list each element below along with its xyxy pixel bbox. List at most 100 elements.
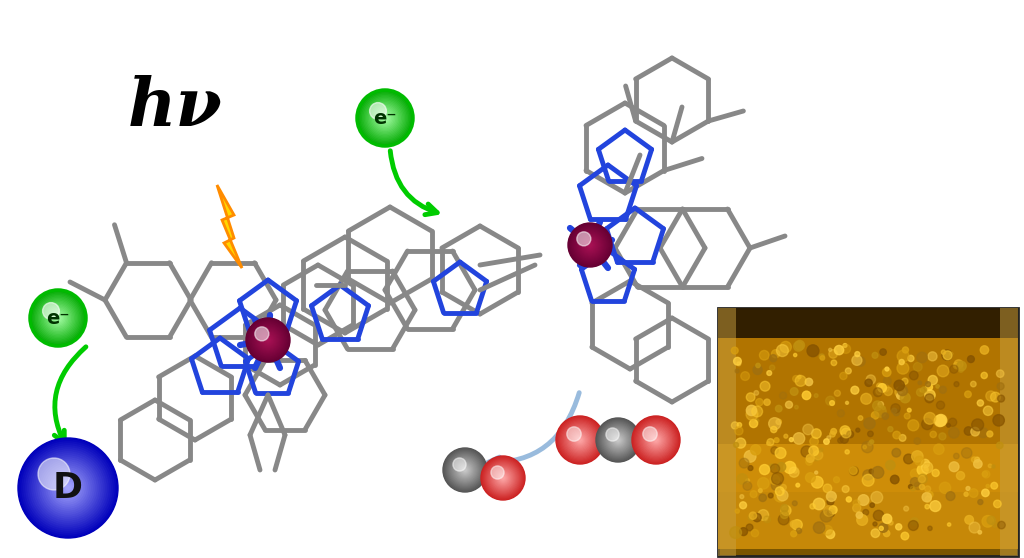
- Circle shape: [863, 445, 866, 449]
- Circle shape: [753, 365, 762, 374]
- Circle shape: [842, 485, 849, 493]
- Circle shape: [487, 463, 518, 493]
- Circle shape: [991, 482, 997, 489]
- Circle shape: [897, 392, 904, 400]
- Circle shape: [810, 437, 818, 446]
- Circle shape: [968, 355, 974, 363]
- Circle shape: [791, 521, 798, 528]
- Circle shape: [907, 355, 914, 362]
- Circle shape: [803, 424, 813, 435]
- Circle shape: [558, 418, 602, 461]
- Circle shape: [930, 501, 941, 512]
- Circle shape: [858, 494, 868, 506]
- Circle shape: [767, 371, 772, 376]
- Circle shape: [823, 526, 833, 535]
- Circle shape: [852, 355, 862, 365]
- Circle shape: [873, 388, 883, 397]
- Circle shape: [45, 305, 71, 330]
- Circle shape: [962, 448, 972, 458]
- Circle shape: [58, 478, 78, 498]
- Circle shape: [925, 496, 931, 502]
- Circle shape: [261, 333, 275, 347]
- Circle shape: [567, 427, 593, 453]
- Circle shape: [247, 319, 289, 361]
- Circle shape: [66, 486, 70, 490]
- Circle shape: [856, 428, 860, 432]
- Circle shape: [802, 391, 811, 400]
- Circle shape: [583, 238, 597, 252]
- Circle shape: [445, 450, 484, 490]
- Circle shape: [948, 427, 959, 438]
- Circle shape: [793, 501, 797, 506]
- Circle shape: [971, 427, 979, 436]
- Circle shape: [739, 502, 746, 509]
- Circle shape: [771, 447, 778, 454]
- Circle shape: [871, 529, 880, 537]
- Circle shape: [814, 456, 819, 461]
- Circle shape: [826, 530, 835, 538]
- Circle shape: [771, 480, 781, 490]
- Circle shape: [48, 468, 88, 508]
- Circle shape: [650, 434, 662, 446]
- Circle shape: [578, 233, 602, 257]
- Circle shape: [645, 429, 667, 451]
- Circle shape: [263, 335, 272, 344]
- Circle shape: [986, 391, 996, 401]
- Circle shape: [982, 516, 993, 527]
- Circle shape: [774, 490, 785, 502]
- Circle shape: [601, 424, 635, 456]
- Circle shape: [752, 530, 759, 537]
- Circle shape: [646, 430, 666, 450]
- Circle shape: [380, 112, 390, 124]
- Circle shape: [948, 418, 956, 426]
- Circle shape: [920, 484, 925, 489]
- Circle shape: [599, 421, 637, 459]
- Bar: [718, 338, 1018, 492]
- Circle shape: [939, 433, 946, 440]
- Circle shape: [652, 436, 659, 444]
- Circle shape: [382, 115, 388, 121]
- Circle shape: [60, 480, 76, 496]
- Circle shape: [857, 514, 867, 525]
- Circle shape: [751, 490, 757, 498]
- Circle shape: [796, 376, 806, 386]
- Circle shape: [769, 417, 780, 430]
- Circle shape: [771, 426, 777, 432]
- Circle shape: [647, 431, 665, 449]
- Circle shape: [811, 429, 821, 439]
- Circle shape: [830, 429, 837, 434]
- Circle shape: [764, 399, 770, 406]
- Circle shape: [780, 504, 788, 512]
- Circle shape: [735, 438, 745, 448]
- Circle shape: [615, 438, 621, 442]
- Circle shape: [501, 476, 505, 480]
- Circle shape: [788, 467, 799, 477]
- Circle shape: [573, 228, 606, 262]
- Circle shape: [993, 415, 1005, 426]
- Circle shape: [947, 523, 951, 526]
- Circle shape: [54, 314, 62, 322]
- Circle shape: [564, 425, 596, 455]
- Circle shape: [784, 461, 796, 473]
- Circle shape: [925, 394, 934, 403]
- Circle shape: [52, 312, 63, 324]
- Circle shape: [923, 468, 928, 473]
- Circle shape: [462, 466, 468, 473]
- Circle shape: [980, 346, 988, 354]
- Circle shape: [790, 437, 794, 441]
- Circle shape: [974, 460, 982, 468]
- Circle shape: [44, 464, 92, 512]
- Circle shape: [587, 242, 594, 248]
- Circle shape: [910, 478, 920, 487]
- Circle shape: [896, 524, 902, 530]
- Circle shape: [28, 448, 108, 528]
- Circle shape: [40, 460, 96, 516]
- Text: D: D: [53, 471, 83, 505]
- Circle shape: [953, 363, 959, 369]
- Circle shape: [758, 509, 769, 520]
- Circle shape: [743, 482, 752, 490]
- Circle shape: [910, 486, 915, 491]
- Circle shape: [767, 442, 770, 445]
- Circle shape: [794, 341, 803, 351]
- Circle shape: [777, 490, 781, 494]
